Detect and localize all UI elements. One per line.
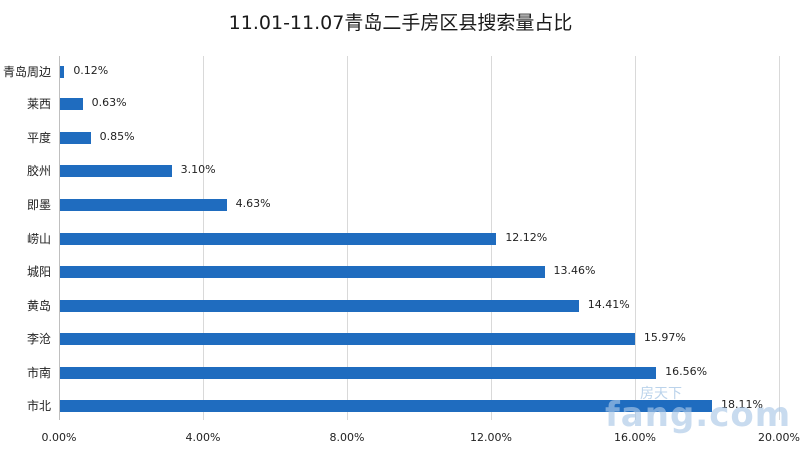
bar [60,367,657,379]
gridline [635,56,636,420]
value-label: 16.56% [665,365,708,378]
bar [60,132,91,144]
bar [60,98,83,110]
x-tick-label: 4.00% [185,431,221,444]
category-label: 平度 [26,131,51,145]
value-label: 13.46% [553,264,596,277]
x-tick-label: 20.00% [758,431,800,444]
category-label: 崂山 [26,232,51,246]
value-label: 3.10% [180,163,216,176]
gridline [779,56,780,420]
bar [60,300,579,312]
watermark-domain: fang.com [605,395,792,435]
plot-area: 青岛周边 0.12% 莱西 0.63% 平度 0.85% 胶州 3.10% 即墨 4.63% 崂山 1… [3,56,780,420]
chart-title: 11.01-11.07青岛二手房区县搜索量占比 [228,12,573,34]
value-label: 0.85% [99,130,135,143]
bar [60,400,712,412]
value-label: 18.11% [720,398,763,411]
value-label: 15.97% [643,331,686,344]
x-tick-label: 0.00% [41,431,77,444]
category-label: 市北 [26,399,51,413]
category-label: 即墨 [26,198,51,212]
value-label: 14.41% [587,298,630,311]
category-label: 黄岛 [26,299,51,313]
category-label: 青岛周边 [2,65,51,79]
bar [60,165,172,177]
x-tick-label: 8.00% [329,431,365,444]
category-label: 城阳 [26,265,51,279]
bar [60,333,635,345]
bar [60,199,227,211]
bar [60,233,497,245]
value-label: 0.12% [73,64,109,77]
category-label: 胶州 [26,164,51,178]
category-label: 李沧 [26,332,51,346]
value-label: 4.63% [235,197,271,210]
watermark-brand: 房天下 [640,386,682,402]
category-label: 市南 [26,366,51,380]
value-label: 12.12% [505,231,548,244]
x-tick-label: 12.00% [470,431,512,444]
y-axis-line [59,56,60,420]
x-tick-label: 16.00% [614,431,656,444]
category-label: 莱西 [26,97,51,111]
bar [60,66,65,78]
bar [60,266,545,278]
value-label: 0.63% [91,96,127,109]
